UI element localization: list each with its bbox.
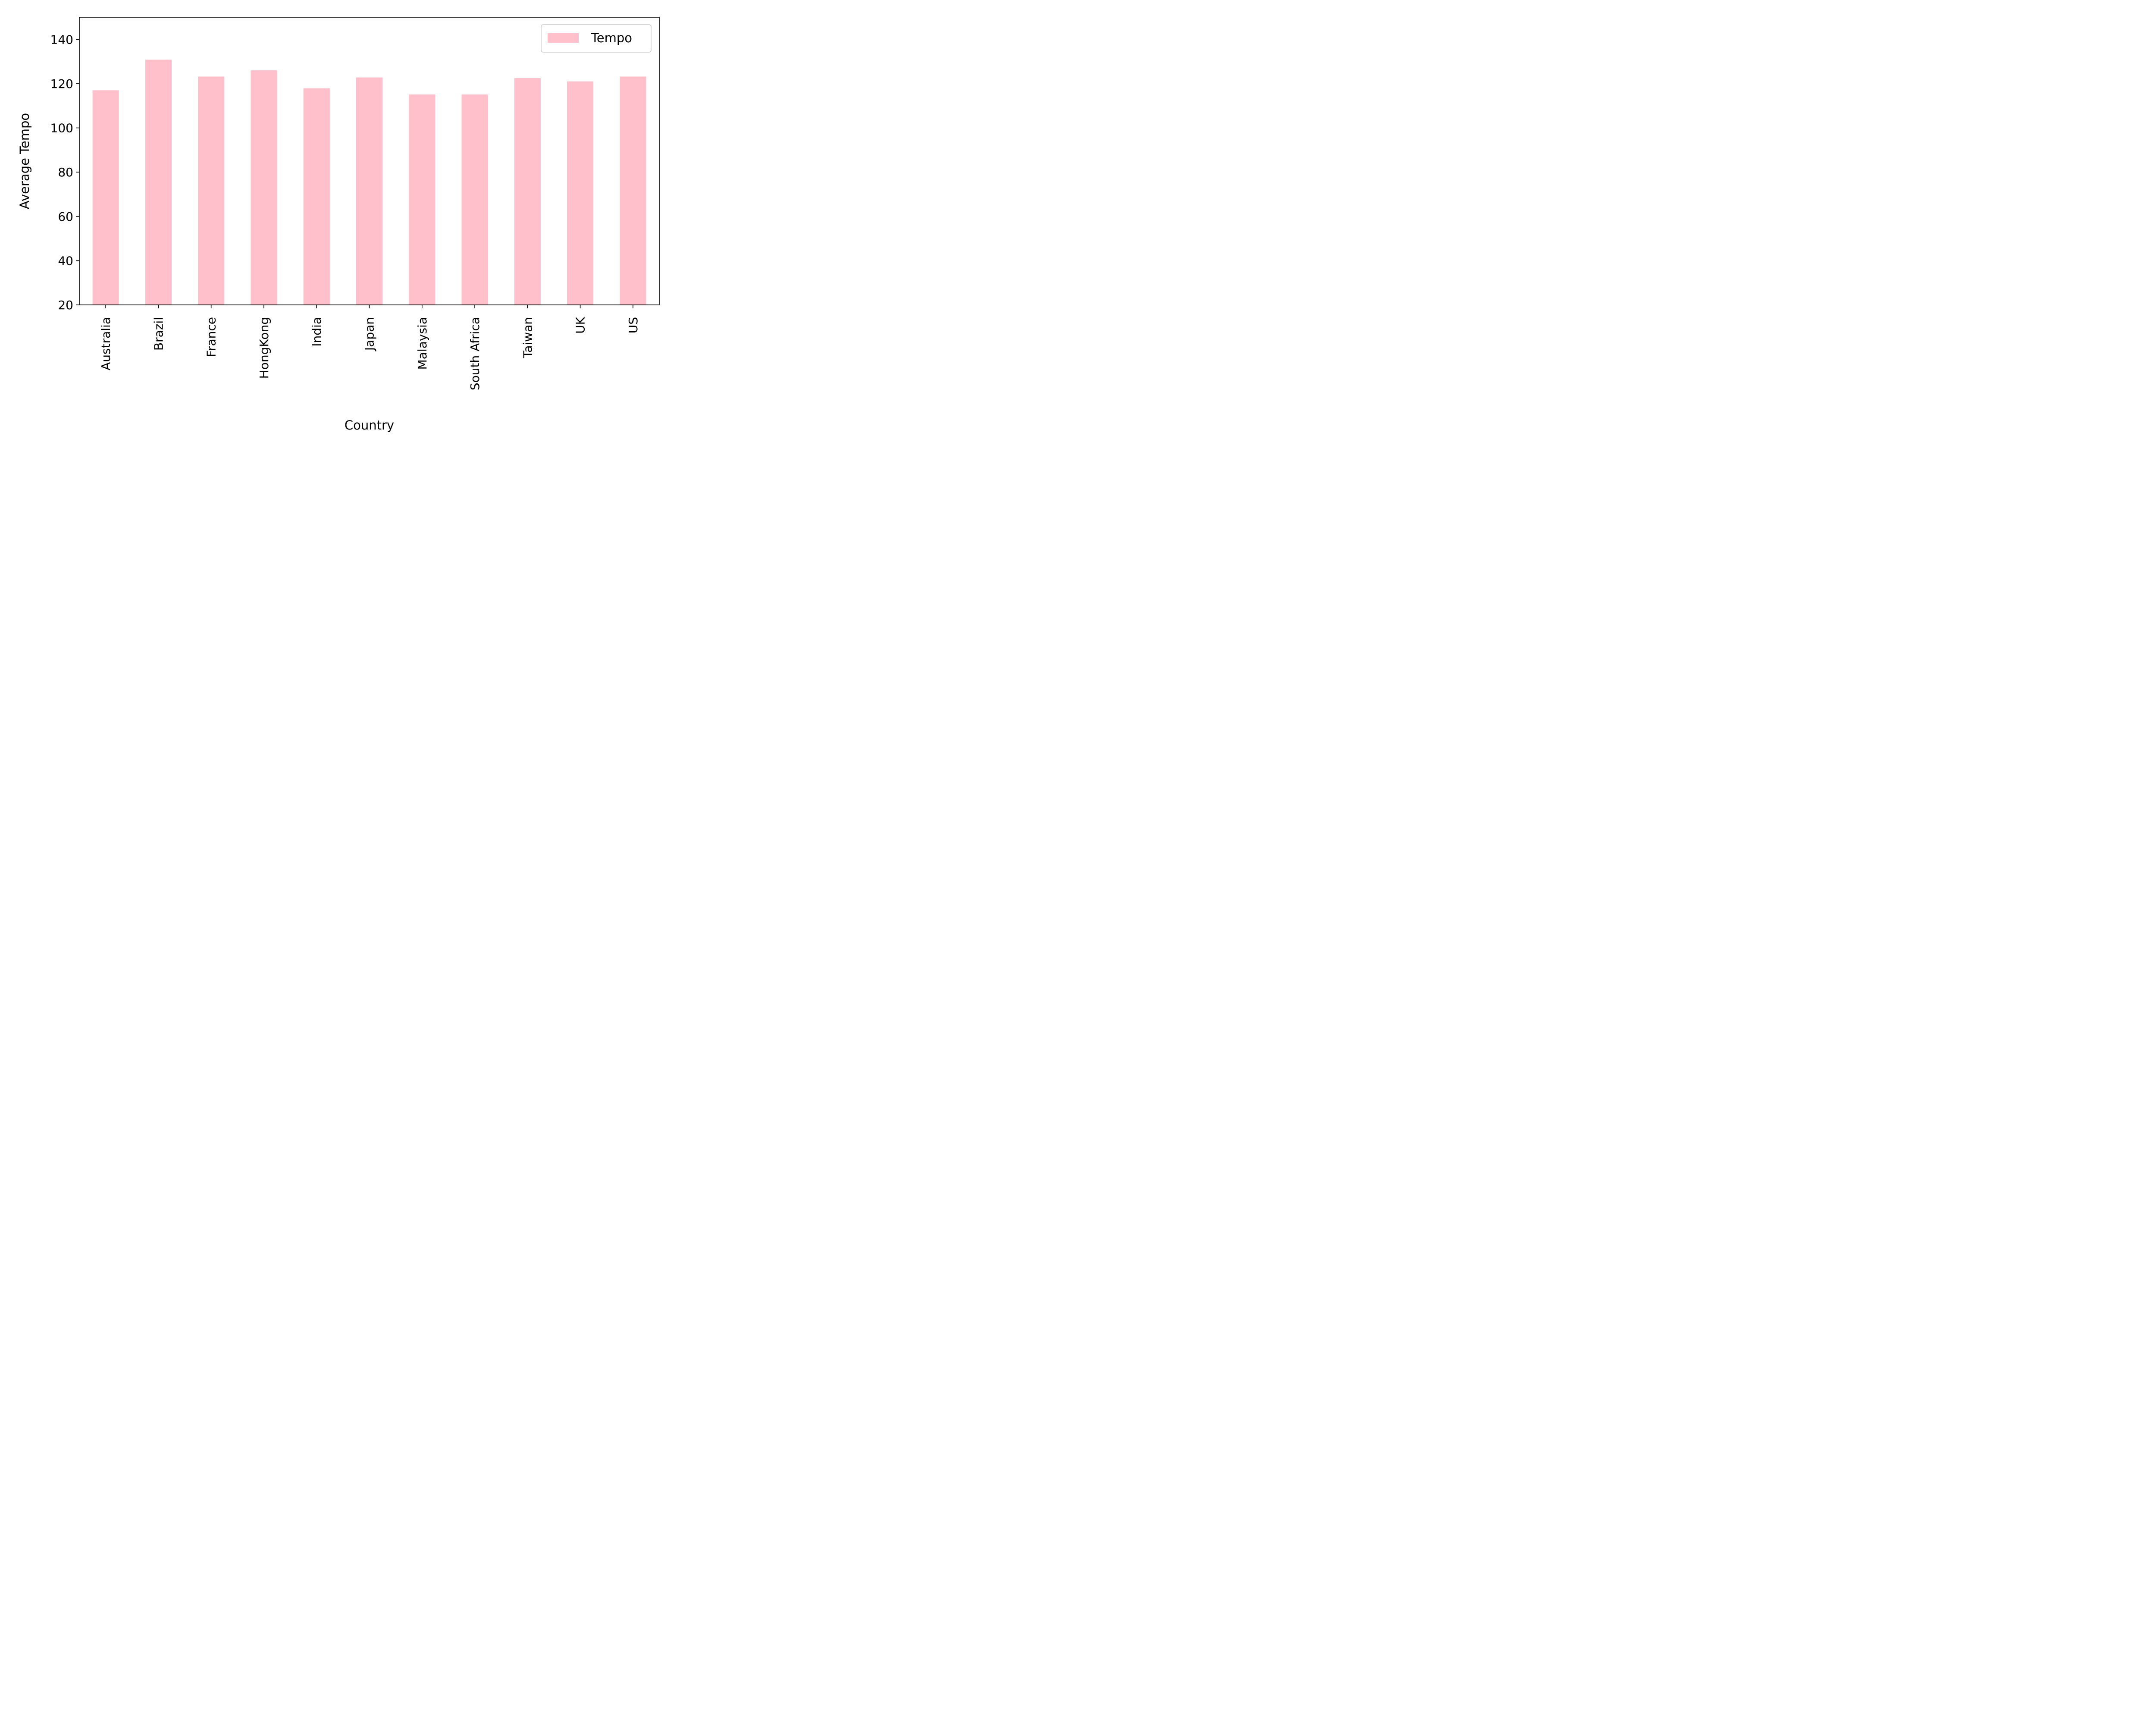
x-tick-label: Taiwan (520, 317, 535, 358)
y-tick-label: 80 (58, 165, 73, 179)
plot-frame (79, 17, 660, 305)
y-tick-label: 40 (58, 254, 73, 268)
y-axis: 20 40 60 80 100 120 140 (50, 32, 79, 312)
x-tick-label: Malaysia (415, 317, 429, 370)
legend-label: Tempo (591, 31, 632, 45)
x-tick-label: US (626, 317, 640, 333)
x-axis: Australia Brazil France HongKong India Japan M… (99, 305, 640, 390)
y-tick-label: 60 (58, 210, 73, 224)
bar-us (620, 76, 646, 305)
y-axis-title: Average Tempo (17, 113, 32, 209)
x-tick-label: Japan (363, 317, 377, 351)
legend: Tempo (541, 24, 652, 53)
bar-india (303, 88, 330, 305)
y-tick-label: 120 (50, 77, 73, 91)
x-tick-label: France (204, 317, 219, 357)
x-tick-label: South Africa (468, 317, 482, 390)
y-tick-label: 140 (50, 32, 73, 47)
x-tick-label: Brazil (151, 317, 166, 351)
y-tick-label: 20 (58, 298, 73, 312)
bar-malaysia (409, 94, 436, 305)
bar-uk (567, 81, 594, 305)
x-tick-label: Australia (99, 317, 113, 370)
y-tick-label: 100 (50, 121, 73, 135)
bars-group (92, 60, 646, 305)
x-axis-title: Country (345, 418, 394, 433)
bar-japan (356, 77, 383, 305)
bar-brazil (145, 60, 172, 305)
bar-france (198, 76, 225, 305)
bar-hongkong (251, 70, 277, 305)
x-tick-label: UK (573, 317, 588, 333)
legend-swatch (548, 33, 579, 43)
bar-south-africa (461, 94, 488, 305)
bar-australia (92, 90, 119, 305)
x-tick-label: India (310, 317, 324, 347)
bar-chart: 20 40 60 80 100 120 140 Australia Brazil France H… (17, 17, 660, 433)
x-tick-label: HongKong (257, 317, 271, 379)
legend-box (541, 24, 652, 53)
bar-taiwan (514, 78, 541, 305)
